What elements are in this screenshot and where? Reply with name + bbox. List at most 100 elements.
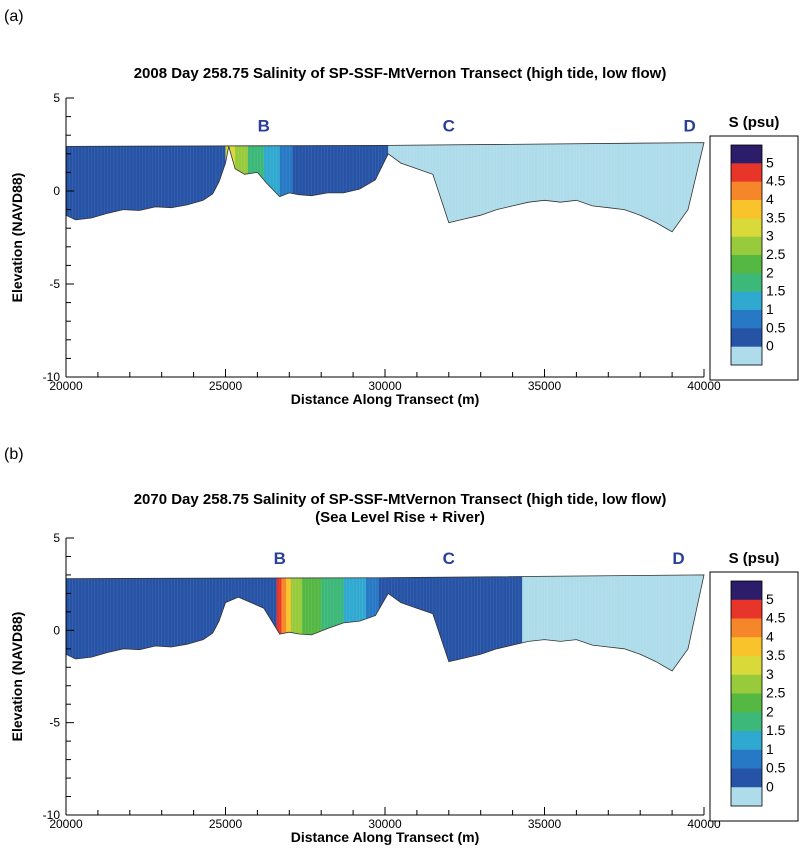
salinity-zone [378,574,389,671]
salinity-chart-2070: 2070 Day 258.75 Salinity of SP-SSF-MtVer… [9,491,799,845]
transect-outline [65,574,705,672]
colorbar-swatch [731,346,762,366]
colorbar-label: 0.5 [766,319,786,335]
y-tick-label: -10 [43,808,61,822]
transect-outline [65,142,705,233]
colorbar-swatch [731,218,762,238]
salinity-zone [247,142,265,232]
point-label-c: C [443,549,455,568]
colorbar-label: 4.5 [766,173,786,189]
point-label-c: C [443,116,455,135]
colorbar-label: 4.5 [766,610,786,626]
x-axis-label: Distance Along Transect (m) [291,391,480,407]
colorbar-swatch [731,181,762,201]
colorbar-swatch [731,255,762,274]
salinity-zone [66,142,226,232]
water-column [66,574,704,671]
salinity-zone [286,574,292,671]
colorbar-label: 3 [766,666,774,682]
x-tick-label: 30000 [368,817,402,831]
panel-label: (a) [4,8,24,25]
chart-title: 2008 Day 258.75 Salinity of SP-SSF-MtVer… [134,65,667,82]
y-tick-label: 0 [53,184,60,198]
colorbar-swatch [731,581,762,601]
salinity-zone [235,142,249,232]
colorbar-label: 5 [766,591,774,607]
x-tick-label: 35000 [528,379,562,393]
colorbar-label: 4 [766,628,774,644]
colorbar-label: 3.5 [766,209,786,225]
colorbar-title: S (psu) [729,114,780,131]
x-tick-label: 30000 [368,379,402,393]
colorbar-label: 1 [766,301,774,317]
colorbar-swatch [731,145,762,164]
salinity-zone [522,574,704,671]
y-tick-label: -5 [49,277,60,291]
colorbar-swatch [731,273,762,293]
y-tick-label: 5 [53,531,60,545]
y-tick-label: 5 [53,91,60,105]
colorbar-outline [730,580,763,807]
colorbar-label: 1.5 [766,722,786,738]
colorbar-swatch [731,637,762,657]
salinity-zone [276,574,282,671]
colorbar-swatch [731,310,762,329]
water-column [66,142,704,232]
colorbar-label: 2 [766,264,774,280]
colorbar-label: 1 [766,741,774,757]
colorbar-label: 0 [766,778,774,794]
colorbar-label: 2.5 [766,246,786,262]
colorbar-swatch [731,693,762,713]
colorbar-swatch [731,749,762,769]
colorbar-label: 3.5 [766,647,786,663]
colorbar-label: 0.5 [766,760,786,776]
colorbar-swatch [731,768,762,788]
x-tick-label: 25000 [209,379,243,393]
colorbar-label: 1.5 [766,283,786,299]
colorbar-swatch [731,712,762,732]
colorbar-swatch [731,656,762,676]
salinity-zone [279,142,293,232]
x-tick-label: 40000 [687,379,721,393]
panel-label: (b) [4,446,24,463]
salinity-zone [225,142,236,232]
colorbar-label: 4 [766,191,774,207]
chart-panel-b: (b) 2070 Day 258.75 Salinity of SP-SSF-M… [0,438,804,863]
colorbar-swatch [731,599,762,619]
point-label-b: B [258,116,270,135]
salinity-zone [281,574,287,671]
colorbar-label: 2 [766,703,774,719]
point-label-d: D [684,116,696,135]
colorbar-swatch [731,674,762,694]
salinity-chart-2008: 2008 Day 258.75 Salinity of SP-SSF-MtVer… [9,65,799,407]
x-tick-label: 20000 [49,379,83,393]
colorbar-swatch [731,328,762,348]
salinity-zone [388,142,704,232]
colorbar-label: 3 [766,228,774,244]
colorbar-label: 2.5 [766,685,786,701]
point-label-b: B [274,549,286,568]
colorbar-swatch [731,163,762,183]
x-tick-label: 35000 [528,817,562,831]
x-axis-label: Distance Along Transect (m) [291,829,480,845]
y-tick-label: -10 [43,370,61,384]
colorbar-outline [730,144,763,366]
y-axis-label: Elevation (NAVD88) [9,173,25,303]
colorbar-swatch [731,200,762,219]
chart-title: 2070 Day 258.75 Salinity of SP-SSF-MtVer… [134,491,667,508]
y-tick-label: 0 [53,623,60,637]
chart-panel-a: (a) 2008 Day 258.75 Salinity of SP-SSF-M… [0,0,804,425]
colorbar-swatch [731,291,762,311]
x-tick-label: 25000 [209,817,243,831]
colorbar-title: S (psu) [729,550,780,567]
y-axis-label: Elevation (NAVD88) [9,612,25,742]
x-tick-label: 20000 [49,817,83,831]
salinity-zone [263,142,281,232]
colorbar-swatch [731,731,762,751]
chart-subtitle: (Sea Level Rise + River) [315,509,485,526]
colorbar-swatch [731,787,762,807]
y-tick-label: -5 [49,716,60,730]
colorbar-label: 5 [766,154,774,170]
salinity-zone [292,142,389,232]
colorbar-label: 0 [766,338,774,354]
